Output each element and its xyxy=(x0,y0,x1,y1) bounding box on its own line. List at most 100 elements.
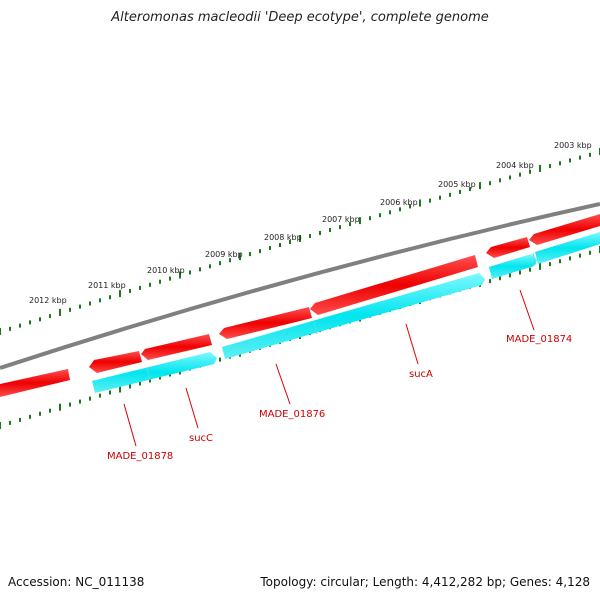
minor-scale-tick xyxy=(579,155,581,160)
minor-scale-tick xyxy=(589,250,591,255)
minor-scale-tick xyxy=(29,320,31,325)
major-scale-tick xyxy=(0,422,1,429)
gene-label-lines xyxy=(123,289,535,447)
minor-scale-tick xyxy=(159,375,161,380)
gene-label-suca[interactable]: sucA xyxy=(409,369,433,380)
minor-scale-tick xyxy=(549,262,551,267)
minor-scale-tick xyxy=(559,161,561,166)
minor-scale-tick xyxy=(389,210,391,215)
tick-label-2009: 2009 kbp xyxy=(205,250,243,259)
gene-label-made-01878[interactable]: MADE_01878 xyxy=(107,451,173,462)
forward-gene-arrow[interactable] xyxy=(89,351,142,373)
tick-label-2011: 2011 kbp xyxy=(88,281,126,290)
minor-scale-tick xyxy=(279,243,281,247)
minor-scale-tick xyxy=(9,420,11,425)
minor-scale-tick xyxy=(99,298,101,303)
minor-scale-tick xyxy=(379,213,381,218)
gene-labels: MADE_01874 sucA MADE_01876 sucC MADE_018… xyxy=(107,334,572,462)
minor-scale-tick xyxy=(149,282,151,287)
minor-scale-tick xyxy=(569,256,571,261)
forward-strand-genes xyxy=(0,214,600,397)
tick-label-2004: 2004 kbp xyxy=(496,161,534,170)
genome-backbone xyxy=(0,202,600,370)
major-scale-tick xyxy=(179,271,181,279)
major-scale-tick xyxy=(119,290,121,298)
minor-scale-tick xyxy=(589,152,591,157)
tick-label-2008: 2008 kbp xyxy=(264,233,302,242)
minor-scale-tick xyxy=(469,187,471,191)
minor-scale-tick xyxy=(509,175,511,180)
major-scale-tick xyxy=(479,182,481,190)
minor-scale-tick xyxy=(309,234,311,238)
minor-scale-tick xyxy=(409,204,411,209)
minor-scale-tick xyxy=(369,216,371,221)
tick-label-2012: 2012 kbp xyxy=(29,296,67,305)
minor-scale-tick xyxy=(89,301,91,306)
minor-scale-tick xyxy=(49,408,51,413)
minor-scale-tick xyxy=(319,231,321,235)
forward-gene-arrow[interactable] xyxy=(219,307,312,339)
forward-gene-arrow[interactable] xyxy=(141,334,212,360)
minor-scale-tick xyxy=(79,304,81,309)
gene-label-made-01874[interactable]: MADE_01874 xyxy=(506,334,572,345)
accession-text: Accession: NC_011138 xyxy=(8,575,145,589)
forward-gene-arrow[interactable] xyxy=(486,237,530,258)
minor-scale-tick xyxy=(519,270,521,275)
minor-scale-tick xyxy=(399,207,401,212)
minor-scale-tick xyxy=(289,240,291,244)
forward-gene-arrow[interactable] xyxy=(529,214,600,245)
gene-separators xyxy=(146,252,537,381)
minor-scale-tick xyxy=(199,267,201,272)
minor-scale-tick xyxy=(459,189,461,194)
major-scale-tick xyxy=(239,253,241,261)
forward-gene-arrow[interactable] xyxy=(310,255,478,315)
gene-label-succ[interactable]: sucC xyxy=(189,433,213,444)
minor-scale-tick xyxy=(139,381,141,386)
reverse-gene-arrow[interactable] xyxy=(535,232,600,264)
tick-label-2003: 2003 kbp xyxy=(554,141,592,150)
minor-scale-tick xyxy=(19,417,21,422)
minor-scale-tick xyxy=(349,222,351,227)
minor-scale-tick xyxy=(439,195,441,200)
minor-scale-tick xyxy=(489,181,491,186)
major-scale-tick xyxy=(0,328,1,335)
minor-scale-tick xyxy=(209,264,211,269)
minor-scale-tick xyxy=(69,402,71,407)
reverse-gene-arrow[interactable] xyxy=(92,352,217,393)
minor-scale-tick xyxy=(29,414,31,419)
major-scale-tick xyxy=(539,164,541,172)
minor-scale-tick xyxy=(249,252,251,257)
tick-label-2007: 2007 kbp xyxy=(322,215,360,224)
minor-scale-tick xyxy=(9,326,11,331)
minor-scale-tick xyxy=(139,285,141,290)
minor-scale-tick xyxy=(19,323,21,328)
tick-label-2006: 2006 kbp xyxy=(380,198,418,207)
minor-scale-tick xyxy=(509,273,511,278)
minor-scale-tick xyxy=(169,276,171,281)
minor-scale-tick xyxy=(49,314,51,319)
reverse-gene-arrow[interactable] xyxy=(222,273,485,359)
minor-scale-tick xyxy=(329,228,331,232)
forward-gene-arrow[interactable] xyxy=(0,369,70,397)
minor-scale-tick xyxy=(219,261,221,266)
minor-scale-tick xyxy=(449,192,451,197)
minor-scale-tick xyxy=(569,158,571,163)
scale-tick-labels: 2003 kbp 2004 kbp 2005 kbp 2006 kbp 2007… xyxy=(29,141,592,305)
major-scale-tick xyxy=(59,308,61,316)
minor-scale-tick xyxy=(39,317,41,322)
minor-scale-tick xyxy=(149,378,151,383)
tick-label-2010: 2010 kbp xyxy=(147,266,185,275)
minor-scale-tick xyxy=(39,411,41,416)
minor-scale-tick xyxy=(109,390,111,395)
minor-scale-tick xyxy=(339,225,341,230)
minor-scale-tick xyxy=(219,357,221,362)
minor-scale-tick xyxy=(99,393,101,398)
gene-label-made-01876[interactable]: MADE_01876 xyxy=(259,409,325,420)
major-scale-tick xyxy=(419,199,421,207)
minor-scale-tick xyxy=(549,164,551,169)
reverse-gene-arrow[interactable] xyxy=(489,254,537,279)
minor-scale-tick xyxy=(559,259,561,264)
minor-scale-tick xyxy=(579,253,581,258)
minor-scale-tick xyxy=(229,258,231,263)
